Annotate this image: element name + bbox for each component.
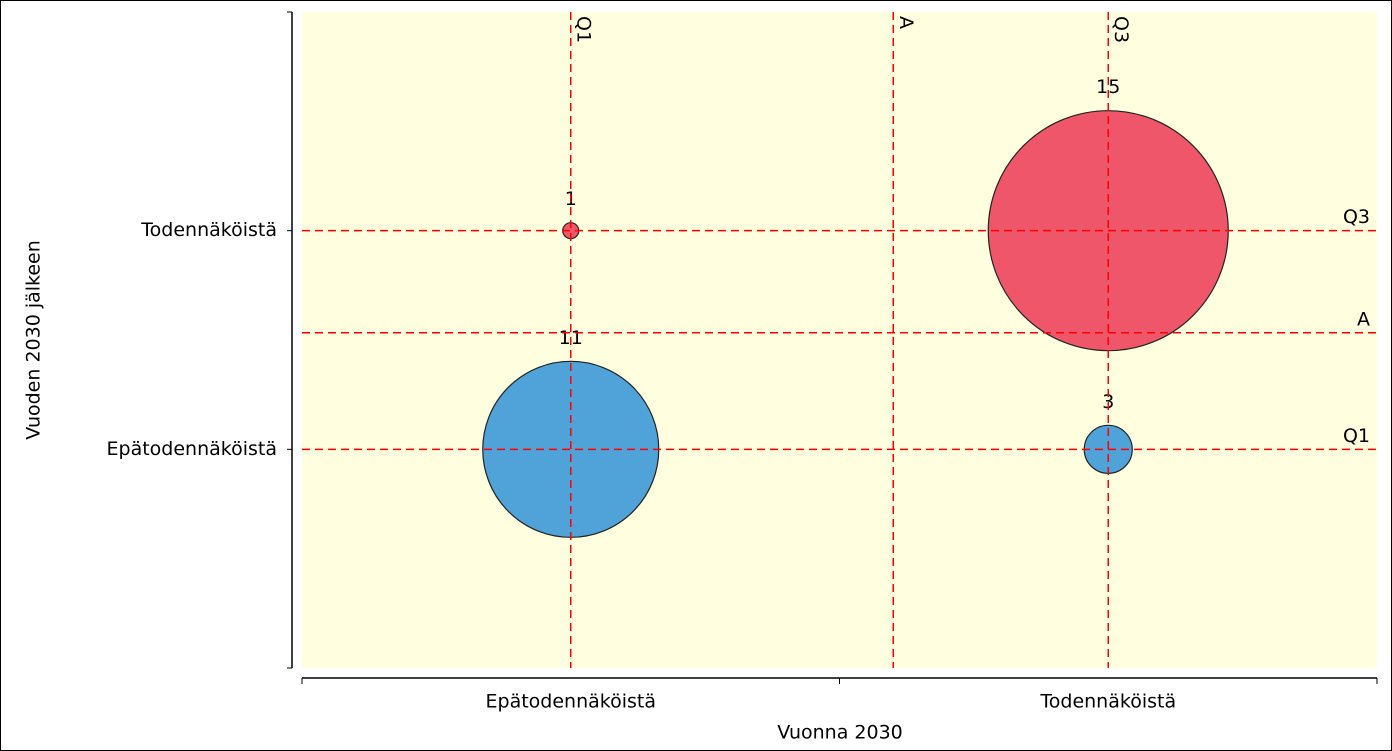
- y-tick-label: Todennäköistä: [140, 219, 277, 241]
- reference-label: Q3: [1110, 16, 1132, 43]
- reference-label: Q1: [572, 16, 594, 43]
- reference-label: Q1: [1343, 425, 1370, 447]
- plot-background: [302, 12, 1377, 668]
- x-tick-label: Epätodennäköistä: [486, 691, 656, 713]
- x-axis-label: Vuonna 2030: [777, 722, 903, 744]
- data-label: 3: [1102, 391, 1114, 413]
- x-tick-label: Todennäköistä: [1039, 691, 1176, 713]
- data-label: 15: [1096, 76, 1120, 98]
- reference-label: A: [895, 16, 917, 29]
- y-axis-label: Vuoden 2030 jälkeen: [23, 240, 45, 440]
- reference-label: Q3: [1343, 206, 1370, 228]
- y-tick-label: Epätodennäköistä: [107, 438, 277, 460]
- reference-label: A: [1357, 308, 1370, 330]
